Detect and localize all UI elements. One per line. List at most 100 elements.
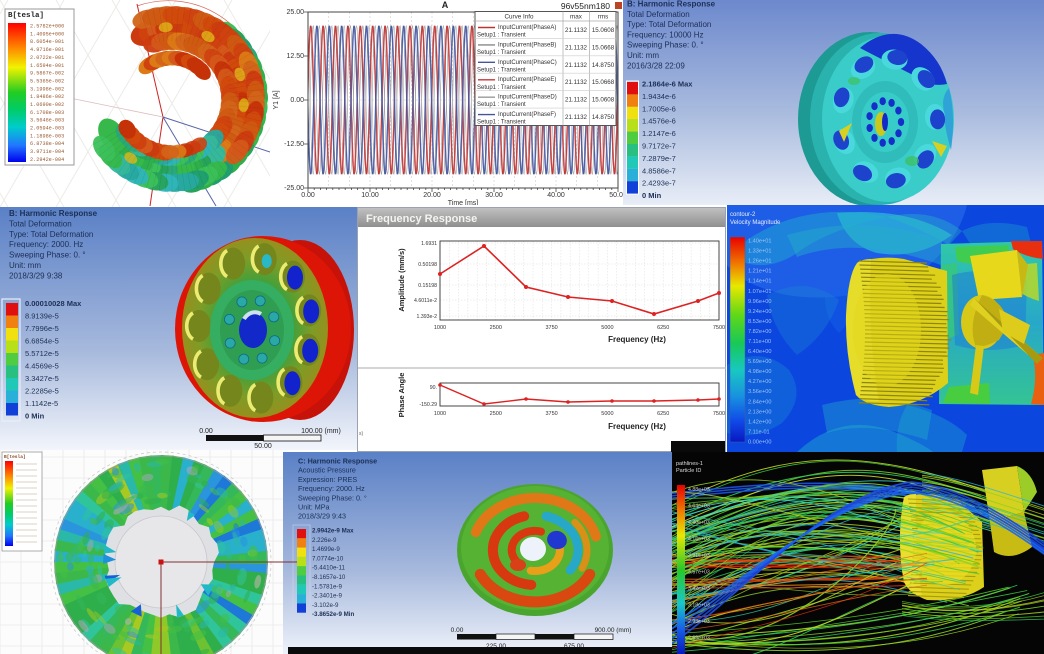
- svg-text:Frequency: 2000. Hz: Frequency: 2000. Hz: [9, 240, 83, 249]
- svg-text:1.4095e+000: 1.4095e+000: [30, 31, 64, 37]
- svg-text:Frequency (Hz): Frequency (Hz): [608, 335, 666, 344]
- svg-text:0.00010028 Max: 0.00010028 Max: [25, 299, 82, 308]
- svg-text:2.226e-9: 2.226e-9: [312, 537, 337, 544]
- svg-text:Time [ms]: Time [ms]: [448, 200, 479, 207]
- svg-text:3.9711e-004: 3.9711e-004: [30, 149, 64, 155]
- svg-text:1.0690e-002: 1.0690e-002: [30, 102, 64, 108]
- svg-text:90.: 90.: [430, 385, 437, 391]
- svg-text:15.0668: 15.0668: [592, 44, 615, 51]
- svg-text:2.2942e-004: 2.2942e-004: [30, 157, 64, 163]
- svg-text:Frequency (Hz): Frequency (Hz): [608, 422, 666, 431]
- svg-text:15.0668: 15.0668: [592, 79, 615, 86]
- svg-text:0 Min: 0 Min: [642, 191, 662, 200]
- svg-text:3.56e+00: 3.56e+00: [748, 389, 772, 395]
- svg-text:9.96e+00: 9.96e+00: [748, 299, 772, 305]
- svg-text:-12.50: -12.50: [284, 141, 304, 148]
- svg-text:15.0608: 15.0608: [592, 97, 615, 104]
- svg-text:4.64e+03: 4.64e+03: [688, 504, 710, 510]
- svg-text:Unit: MPa: Unit: MPa: [298, 503, 330, 512]
- svg-text:6.40e+00: 6.40e+00: [748, 349, 772, 355]
- svg-text:3.5646e-003: 3.5646e-003: [30, 118, 64, 124]
- svg-text:1.2147e-6: 1.2147e-6: [642, 129, 676, 138]
- svg-text:1.40e+01: 1.40e+01: [748, 239, 772, 245]
- svg-text:1.9434e-6: 1.9434e-6: [642, 92, 676, 101]
- svg-text:Total Deformation: Total Deformation: [9, 219, 72, 228]
- svg-text:Setup1 : Transient: Setup1 : Transient: [477, 120, 526, 126]
- svg-text:3.3427e-5: 3.3427e-5: [25, 374, 59, 383]
- svg-text:3750: 3750: [545, 325, 557, 331]
- svg-text:InputCurrent(PhaseF): InputCurrent(PhaseF): [498, 112, 556, 118]
- svg-text:-1.5781e-9: -1.5781e-9: [312, 583, 342, 590]
- svg-text:21.1132: 21.1132: [565, 44, 587, 51]
- svg-text:4.16e+03: 4.16e+03: [688, 537, 710, 543]
- svg-text:1.14e+01: 1.14e+01: [748, 279, 772, 285]
- svg-text:14.8750: 14.8750: [592, 62, 615, 69]
- svg-text:Unit: mm: Unit: mm: [9, 261, 41, 270]
- svg-text:1.21e+01: 1.21e+01: [748, 269, 772, 275]
- svg-text:2018/3/29 9:43: 2018/3/29 9:43: [298, 512, 346, 521]
- svg-text:Type: Total Deformation: Type: Total Deformation: [627, 20, 711, 29]
- svg-text:20.00: 20.00: [423, 192, 441, 199]
- svg-text:1.33e+01: 1.33e+01: [748, 249, 772, 255]
- svg-text:21.1132: 21.1132: [565, 27, 587, 34]
- svg-text:1.26e+01: 1.26e+01: [748, 259, 772, 265]
- svg-text:Curve Info: Curve Info: [504, 14, 534, 21]
- svg-text:100.00 (mm): 100.00 (mm): [301, 428, 341, 435]
- svg-text:5000: 5000: [601, 325, 613, 331]
- svg-text:2500: 2500: [490, 325, 502, 331]
- svg-text:7.2879e-7: 7.2879e-7: [642, 154, 676, 163]
- svg-text:InputCurrent(PhaseC): InputCurrent(PhaseC): [498, 60, 557, 66]
- svg-text:3750: 3750: [545, 411, 557, 417]
- svg-text:2.1864e-6 Max: 2.1864e-6 Max: [642, 80, 693, 89]
- svg-text:6.8738e-004: 6.8738e-004: [30, 141, 64, 147]
- svg-text:InputCurrent(PhaseD): InputCurrent(PhaseD): [498, 95, 557, 101]
- svg-text:9.7172e-7: 9.7172e-7: [642, 142, 676, 151]
- svg-text:4.8586e-7: 4.8586e-7: [642, 166, 676, 175]
- svg-text:Frequency: 2000. Hz: Frequency: 2000. Hz: [298, 484, 365, 493]
- svg-text:7.11e+00: 7.11e+00: [748, 339, 771, 345]
- svg-text:Frequency Response: Frequency Response: [366, 213, 477, 225]
- svg-text:8.9139e-5: 8.9139e-5: [25, 312, 59, 321]
- svg-text:2.0594e-003: 2.0594e-003: [30, 126, 64, 132]
- svg-text:2.2285e-5: 2.2285e-5: [25, 387, 59, 396]
- svg-text:A: A: [442, 0, 449, 10]
- svg-text:5.69e+00: 5.69e+00: [748, 359, 772, 365]
- svg-text:-25.00: -25.00: [284, 185, 304, 192]
- svg-text:1.07e+01: 1.07e+01: [748, 289, 772, 295]
- svg-text:-150.29: -150.29: [419, 402, 437, 408]
- svg-text:1.7005e-6: 1.7005e-6: [642, 104, 676, 113]
- svg-text:Amplitude (mm/s): Amplitude (mm/s): [397, 248, 406, 312]
- svg-text:-8.1657e-10: -8.1657e-10: [312, 574, 346, 581]
- svg-text:12.50: 12.50: [286, 53, 304, 60]
- svg-text:Frequency: 10000 Hz: Frequency: 10000 Hz: [627, 30, 704, 39]
- svg-text:7.7996e-5: 7.7996e-5: [25, 324, 59, 333]
- svg-text:3.91e+03: 3.91e+03: [688, 553, 710, 559]
- svg-text:Phase Angle: Phase Angle: [397, 373, 406, 418]
- svg-text:Acoustic Pressure: Acoustic Pressure: [298, 466, 356, 475]
- svg-text:InputCurrent(PhaseA): InputCurrent(PhaseA): [498, 25, 556, 31]
- svg-text:8.6054e-001: 8.6054e-001: [30, 39, 64, 45]
- svg-text:6250: 6250: [657, 325, 669, 331]
- svg-text:7.11e-01: 7.11e-01: [748, 430, 770, 436]
- svg-text:6250: 6250: [657, 411, 669, 417]
- svg-text:B: Harmonic Response: B: Harmonic Response: [627, 0, 716, 9]
- svg-text:2016/3/28 22:09: 2016/3/28 22:09: [627, 61, 685, 70]
- svg-text:4.9716e-001: 4.9716e-001: [30, 47, 64, 53]
- svg-text:2.0722e-001: 2.0722e-001: [30, 55, 64, 61]
- svg-text:14.8750: 14.8750: [592, 114, 615, 121]
- svg-text:6.1708e-003: 6.1708e-003: [30, 110, 64, 116]
- svg-text:1000: 1000: [434, 411, 446, 417]
- svg-text:7500: 7500: [713, 411, 725, 417]
- svg-text:4.4569e-5: 4.4569e-5: [25, 362, 59, 371]
- svg-text:0.15198: 0.15198: [418, 283, 437, 289]
- svg-text:5.5365e-002: 5.5365e-002: [30, 78, 64, 84]
- svg-text:Particle ID: Particle ID: [676, 468, 701, 474]
- svg-text:25.00: 25.00: [286, 9, 304, 16]
- svg-text:10.00: 10.00: [361, 192, 379, 199]
- svg-text:7500: 7500: [713, 325, 725, 331]
- svg-text:9.24e+00: 9.24e+00: [748, 309, 772, 315]
- svg-text:21.1132: 21.1132: [565, 79, 587, 86]
- svg-text:max: max: [570, 14, 583, 21]
- svg-text:InputCurrent(PhaseE): InputCurrent(PhaseE): [498, 77, 556, 83]
- svg-text:1.42e+00: 1.42e+00: [748, 419, 772, 425]
